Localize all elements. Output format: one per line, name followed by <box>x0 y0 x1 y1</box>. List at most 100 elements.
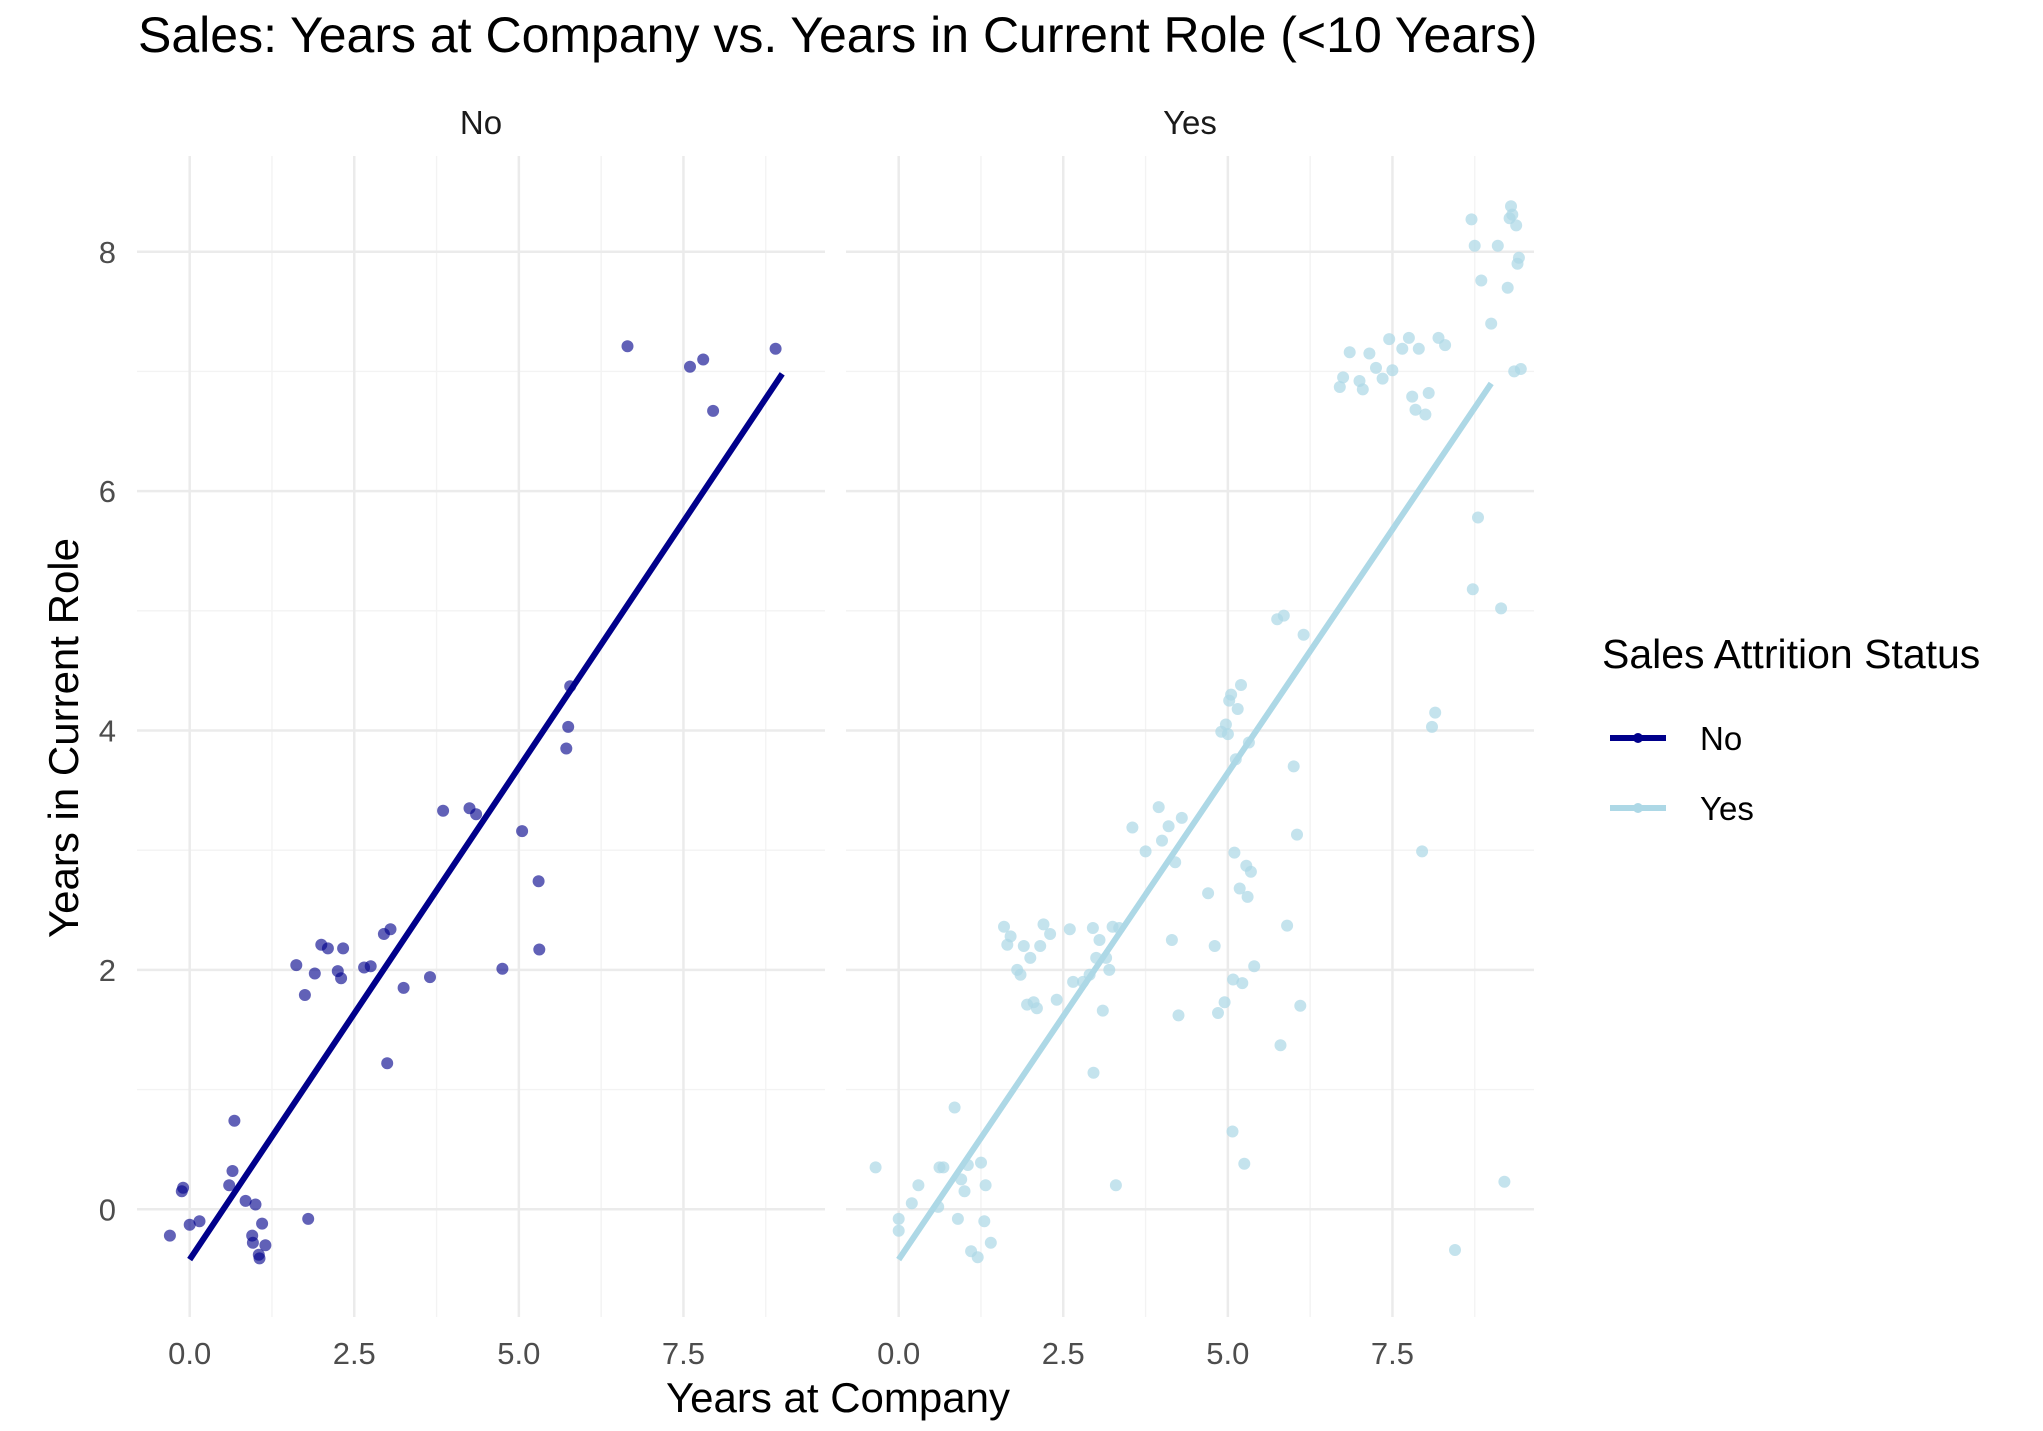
data-point <box>253 1252 266 1265</box>
data-point <box>1063 923 1076 936</box>
data-point <box>1449 1244 1461 1256</box>
data-point <box>948 1101 961 1114</box>
data-point <box>998 920 1010 933</box>
data-point <box>1510 219 1523 232</box>
data-point <box>1067 975 1080 988</box>
data-point <box>1024 951 1037 964</box>
data-point <box>437 804 450 817</box>
legend-label: Yes <box>1700 790 1754 827</box>
data-point <box>707 404 720 417</box>
data-point <box>249 1198 262 1211</box>
data-point <box>256 1217 269 1230</box>
regression-line <box>896 381 1494 1262</box>
legend-entries: No Yes <box>1610 720 1754 827</box>
data-point <box>1030 1002 1043 1015</box>
data-point <box>1475 274 1488 287</box>
data-point <box>1004 930 1017 943</box>
data-point <box>905 1197 918 1210</box>
data-point <box>1241 890 1254 903</box>
data-point <box>1202 887 1215 900</box>
data-point <box>516 825 529 838</box>
x-tick-label: 2.5 <box>1042 1336 1085 1371</box>
data-point <box>1172 1009 1185 1022</box>
data-point <box>1208 940 1221 952</box>
legend-title: Sales Attrition Status <box>1602 631 1980 677</box>
data-point <box>869 1161 882 1174</box>
data-point <box>1109 1179 1122 1192</box>
data-point <box>228 1114 241 1127</box>
data-point <box>1281 919 1294 932</box>
data-point <box>177 1181 190 1194</box>
data-point <box>1512 251 1525 264</box>
data-point <box>298 989 311 1001</box>
data-point <box>1248 960 1261 973</box>
data-point <box>1274 1039 1287 1052</box>
data-point <box>1472 511 1484 524</box>
y-axis-title: Years in Current Role <box>40 538 87 938</box>
data-point <box>1370 361 1382 374</box>
data-point <box>1228 846 1241 859</box>
data-point <box>259 1239 272 1252</box>
data-point <box>1212 1007 1224 1019</box>
legend: Sales Attrition Status No Yes <box>1602 631 1980 827</box>
data-point <box>470 808 483 821</box>
data-point <box>337 942 350 955</box>
data-point <box>1333 381 1346 393</box>
data-point <box>183 1218 196 1231</box>
data-point <box>1162 820 1175 833</box>
data-point <box>1017 940 1030 952</box>
data-point <box>621 340 634 353</box>
data-point <box>1175 811 1188 824</box>
data-point <box>335 972 348 985</box>
legend-entry-no: No <box>1610 720 1742 757</box>
data-point <box>971 1251 984 1264</box>
data-point <box>1485 317 1498 330</box>
data-point <box>1218 996 1231 1009</box>
x-tick-label: 7.5 <box>1371 1336 1414 1371</box>
x-axis-title: Years at Company <box>666 1374 1010 1421</box>
x-tick-label: 5.0 <box>497 1336 540 1371</box>
legend-entry-yes: Yes <box>1610 790 1754 827</box>
data-point <box>1419 408 1432 421</box>
data-point <box>1501 281 1514 294</box>
data-point <box>769 342 782 355</box>
data-point <box>984 1236 997 1249</box>
data-point <box>424 971 436 984</box>
data-point <box>1409 403 1422 416</box>
data-point <box>1156 834 1168 847</box>
data-point <box>1376 372 1389 385</box>
legend-label: No <box>1700 720 1742 757</box>
data-point <box>496 962 509 975</box>
data-point <box>562 720 575 733</box>
data-point <box>1014 968 1027 981</box>
x-tick-label: 5.0 <box>1206 1336 1249 1371</box>
data-point <box>321 942 334 955</box>
data-point <box>1498 1175 1511 1188</box>
data-point <box>1087 1066 1100 1079</box>
data-point <box>1356 383 1369 396</box>
data-point <box>533 943 546 956</box>
data-point <box>1422 387 1435 399</box>
chart-title: Sales: Years at Company vs. Years in Cur… <box>138 7 1537 63</box>
data-point <box>364 960 377 973</box>
data-point <box>381 1057 394 1070</box>
data-point <box>1363 347 1376 360</box>
data-point <box>1466 583 1479 596</box>
facet-panel-yes: Yes 0.0 2.5 5.0 7.5 <box>846 104 1534 1371</box>
facet-strip-label: Yes <box>1163 104 1217 141</box>
data-point <box>1165 934 1178 946</box>
data-point <box>958 1185 971 1198</box>
data-point <box>892 1224 905 1237</box>
data-point <box>978 1215 991 1228</box>
data-point <box>1050 993 1063 1006</box>
data-point <box>163 1229 176 1242</box>
data-point <box>1406 390 1419 403</box>
y-tick-label: 4 <box>99 714 116 749</box>
data-point <box>1429 706 1442 719</box>
y-tick-label: 0 <box>99 1192 116 1227</box>
data-point <box>1219 718 1232 731</box>
data-point <box>684 360 696 373</box>
data-point <box>1233 882 1246 895</box>
data-point <box>1491 239 1504 252</box>
data-point <box>1337 371 1350 384</box>
